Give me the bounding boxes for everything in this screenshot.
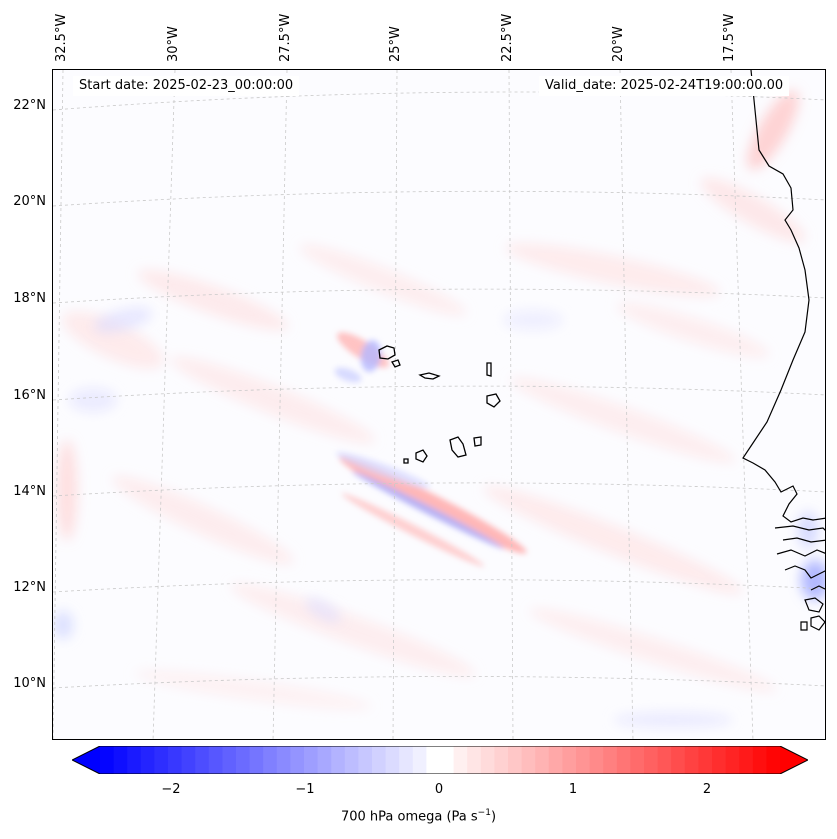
colorbar-max-extension (780, 746, 808, 774)
colorbar-step (385, 746, 400, 774)
colorbar-step (304, 746, 319, 774)
colorbar-label-text: 700 hPa omega (Pa s (340, 809, 478, 825)
colorbar-step (521, 746, 536, 774)
sal-island (486, 362, 492, 377)
cape-verde-islands (378, 345, 501, 464)
colorbar-step (562, 746, 577, 774)
colorbar-tick-neg2: −2 (161, 782, 181, 797)
lat-label-20n: 20°N (13, 194, 46, 209)
colorbar-step (657, 746, 672, 774)
omega-field-map (53, 70, 825, 739)
omega-colorbar (72, 746, 808, 774)
fogo-island (415, 449, 428, 463)
lon-label-32-5w: 32.5°W (54, 13, 69, 62)
sao-nicolau-island (418, 372, 441, 380)
colorbar-step (276, 746, 291, 774)
brava-island (403, 458, 409, 464)
colorbar-step (399, 746, 414, 774)
colorbar-step (249, 746, 264, 774)
colorbar-step (127, 746, 142, 774)
maio-island (473, 436, 482, 447)
colorbar-step (725, 746, 740, 774)
colorbar-step (195, 746, 210, 774)
colorbar-step (480, 746, 495, 774)
colorbar-step (290, 746, 305, 774)
colorbar-tick-neg1: −1 (295, 782, 315, 797)
colorbar-step (140, 746, 155, 774)
colorbar-step (344, 746, 359, 774)
lat-label-12n: 12°N (13, 580, 46, 595)
colorbar-min-extension (72, 746, 100, 774)
colorbar-step (154, 746, 169, 774)
colorbar-step (440, 746, 455, 774)
colorbar-step (616, 746, 631, 774)
colorbar-step (100, 746, 115, 774)
lon-label-25w: 25°W (388, 26, 403, 62)
colorbar-tick-1: 1 (568, 782, 578, 797)
colorbar-step (603, 746, 618, 774)
start-date-label: Start date: 2025-02-23_00:00:00 (73, 76, 300, 96)
colorbar-step (630, 746, 645, 774)
santiago-island (449, 436, 467, 458)
lat-label-16n: 16°N (13, 388, 46, 403)
lat-label-22n: 22°N (13, 98, 46, 113)
colorbar-step (208, 746, 223, 774)
colorbar-step (372, 746, 387, 774)
colorbar-step (684, 746, 699, 774)
colorbar-step (739, 746, 754, 774)
colorbar-step (752, 746, 767, 774)
colorbar-step (576, 746, 591, 774)
colorbar-step (113, 746, 128, 774)
valid-date-label: Valid_date: 2025-02-24T19:00:00.00 (539, 76, 790, 96)
colorbar-step (644, 746, 659, 774)
lon-label-27-5w: 27.5°W (278, 13, 293, 62)
colorbar-step (222, 746, 237, 774)
lon-label-22-5w: 22.5°W (500, 13, 515, 62)
lon-label-17-5w: 17.5°W (722, 13, 737, 62)
lat-label-10n: 10°N (13, 676, 46, 691)
colorbar-step (508, 746, 523, 774)
colorbar-label-exponent: −1 (477, 808, 491, 818)
colorbar-step (698, 746, 713, 774)
colorbar-step (766, 746, 781, 774)
colorbar-step (412, 746, 427, 774)
omega-strong-features (334, 332, 527, 567)
sao-vicente-island (391, 359, 401, 368)
omega-field-negative-patches (53, 307, 825, 728)
colorbar-step (494, 746, 509, 774)
colorbar-label-close: ) (490, 809, 497, 825)
santo-antao-island (378, 345, 396, 360)
lat-label-14n: 14°N (13, 484, 46, 499)
lon-label-30w: 30°W (166, 26, 181, 62)
colorbar-step (453, 746, 468, 774)
colorbar-step (671, 746, 686, 774)
colorbar-step (263, 746, 278, 774)
africa-coastline (742, 70, 825, 631)
omega-field-positive-patches (57, 90, 806, 710)
colorbar-step (712, 746, 727, 774)
colorbar-step (426, 746, 441, 774)
lat-label-18n: 18°N (13, 291, 46, 306)
colorbar-step (548, 746, 563, 774)
colorbar-step (181, 746, 196, 774)
colorbar-label: 700 hPa omega (Pa s−1) (0, 808, 837, 824)
boa-vista-island (486, 393, 501, 408)
map-panel (52, 69, 826, 740)
colorbar-step (236, 746, 251, 774)
colorbar-step (358, 746, 373, 774)
graticule (53, 70, 825, 739)
colorbar-step (168, 746, 183, 774)
colorbar-step (535, 746, 550, 774)
colorbar-tick-2: 2 (702, 782, 712, 797)
colorbar-step (467, 746, 482, 774)
colorbar-step (331, 746, 346, 774)
lon-label-20w: 20°W (611, 26, 626, 62)
colorbar-step (589, 746, 604, 774)
colorbar-tick-0: 0 (434, 782, 444, 797)
colorbar-step (317, 746, 332, 774)
